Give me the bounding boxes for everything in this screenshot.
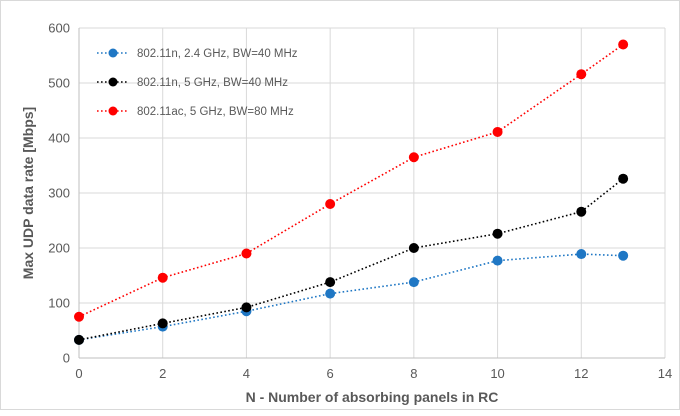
data-point [325, 277, 336, 288]
y-tick-label: 500 [48, 76, 70, 91]
y-tick-label: 100 [48, 296, 70, 311]
legend-label: 802.11ac, 5 GHz, BW=80 MHz [137, 106, 294, 118]
legend-item: 802.11n, 2.4 GHz, BW=40 MHz [97, 48, 298, 60]
y-tick-label: 300 [48, 186, 70, 201]
data-point [576, 69, 587, 80]
data-point [576, 249, 587, 260]
data-point [325, 199, 336, 209]
data-point [492, 126, 503, 137]
series-1 [74, 173, 629, 345]
data-point [157, 318, 168, 329]
legend-label: 802.11n, 5 GHz, BW=40 MHz [137, 77, 288, 89]
legend-item: 802.11ac, 5 GHz, BW=80 MHz [97, 106, 294, 118]
legend-label: 802.11n, 2.4 GHz, BW=40 MHz [137, 48, 298, 60]
series-line [78, 43, 624, 318]
legend-item: 802.11n, 5 GHz, BW=40 MHz [97, 77, 288, 89]
data-point [241, 302, 252, 313]
legend-marker [108, 77, 118, 87]
y-tick-label: 0 [63, 351, 70, 366]
data-point [74, 334, 84, 345]
series-line [78, 178, 624, 341]
legend-marker [108, 106, 118, 116]
data-point [325, 288, 336, 299]
data-point [241, 248, 252, 259]
x-tick-label: 10 [490, 366, 504, 381]
data-point [157, 272, 168, 283]
x-tick-label: 4 [243, 366, 250, 381]
legend-marker [108, 48, 118, 58]
y-tick-label: 200 [48, 241, 70, 256]
x-axis-title: N - Number of absorbing panels in RC [246, 389, 499, 405]
x-tick-label: 8 [410, 366, 417, 381]
legend: 802.11n, 2.4 GHz, BW=40 MHz 802.11n, 5 GH… [97, 48, 298, 118]
gridlines [79, 27, 666, 358]
x-tick-label: 14 [658, 366, 672, 381]
series-line [78, 253, 624, 341]
data-point [408, 277, 419, 288]
x-tick-label: 12 [574, 366, 588, 381]
data-point [618, 250, 629, 261]
data-point [408, 243, 419, 253]
axes: 0 100 200 300 400 500 600 0 2 4 6 8 10 12 14 [48, 21, 672, 382]
data-point [74, 311, 84, 322]
x-tick-label: 6 [327, 366, 334, 381]
y-tick-label: 400 [48, 131, 70, 146]
series-2 [74, 39, 629, 322]
data-point [408, 152, 419, 163]
y-tick-label: 600 [48, 21, 70, 36]
series-group [74, 39, 629, 345]
data-point [492, 228, 503, 239]
y-axis-title: Max UDP data rate [Mbps] [20, 107, 36, 279]
data-point [576, 206, 587, 217]
data-point [618, 173, 629, 184]
data-point [492, 255, 503, 266]
x-tick-label: 2 [159, 366, 166, 381]
x-tick-label: 0 [75, 366, 82, 381]
data-point [618, 39, 629, 50]
